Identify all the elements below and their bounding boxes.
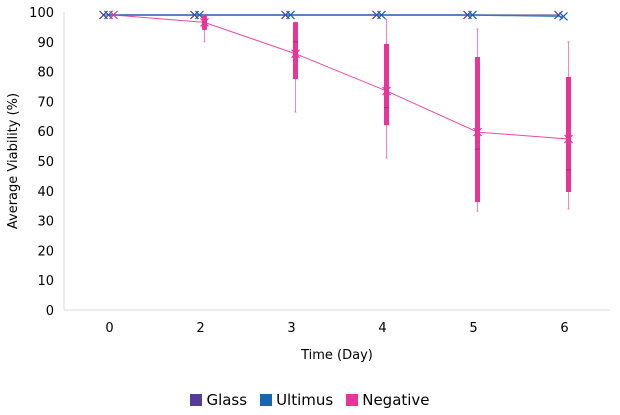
- x-axis-label: Time (Day): [300, 348, 373, 363]
- y-tick-label: 40: [37, 185, 54, 200]
- mean-marker: [468, 10, 477, 20]
- mean-marker: [377, 10, 386, 20]
- mean-marker: [286, 10, 295, 20]
- y-tick-label: 60: [37, 125, 54, 140]
- box: [384, 43, 389, 126]
- legend-swatch: [346, 394, 359, 406]
- x-tick-label: 6: [560, 321, 568, 336]
- y-tick-label: 90: [37, 36, 54, 51]
- mean-line-negative: [113, 14, 569, 140]
- chart-plot: Average Viability (%) Time (Day) 0102030…: [6, 6, 610, 363]
- y-tick-label: 70: [37, 95, 54, 110]
- box: [293, 22, 298, 80]
- x-tick-label: 2: [196, 321, 204, 336]
- mean-marker: [559, 12, 568, 21]
- legend-swatch: [260, 394, 273, 406]
- legend-item-glass: Glass: [190, 391, 247, 409]
- y-tick-label: 30: [37, 215, 54, 230]
- y-tick-label: 0: [46, 304, 54, 319]
- mean-line-ultimus: [108, 14, 564, 18]
- mean-marker: [109, 10, 118, 20]
- x-tick-label: 3: [287, 321, 295, 336]
- y-tick-label: 100: [29, 6, 54, 21]
- mean-marker: [564, 134, 573, 144]
- y-tick-label: 50: [37, 155, 54, 170]
- y-tick-label: 80: [37, 66, 54, 81]
- legend-label: Ultimus: [276, 391, 334, 409]
- box: [475, 56, 480, 203]
- y-tick-label: 10: [37, 274, 54, 289]
- legend-label: Negative: [362, 391, 430, 409]
- mean-marker: [382, 86, 391, 96]
- legend: Glass Ultimus Negative: [0, 391, 620, 409]
- legend-label: Glass: [206, 391, 248, 409]
- mean-marker: [291, 49, 300, 59]
- x-tick-label: 4: [378, 321, 386, 336]
- y-tick-label: 20: [37, 244, 54, 259]
- mean-marker: [200, 18, 209, 27]
- legend-swatch: [190, 394, 203, 406]
- x-tick-label: 0: [105, 321, 113, 336]
- mean-marker: [554, 10, 563, 20]
- legend-item-negative: Negative: [346, 391, 430, 409]
- x-tick-label: 5: [469, 321, 477, 336]
- y-axis-label: Average Viability (%): [6, 93, 21, 229]
- mean-marker: [473, 127, 482, 137]
- box: [566, 76, 571, 192]
- legend-item-ultimus: Ultimus: [260, 391, 333, 409]
